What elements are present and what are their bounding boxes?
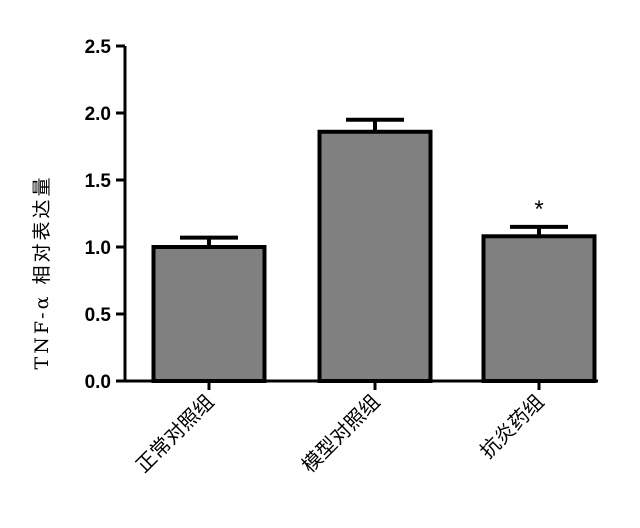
y-tick-label: 0.0	[85, 372, 111, 393]
y-tick-label: 0.5	[85, 305, 112, 326]
significance-marker: *	[534, 196, 543, 223]
y-tick-label: 2.5	[85, 37, 112, 58]
bars	[151, 117, 597, 383]
y-tick-label: 1.0	[85, 238, 111, 259]
bar	[317, 129, 433, 383]
y-axis-title: TNF-α 相对表达量	[31, 175, 53, 370]
category-label: 正常对照组	[131, 390, 219, 478]
category-label: 模型对照组	[297, 390, 385, 478]
y-tick-label: 2.0	[85, 104, 111, 125]
bar	[151, 245, 267, 383]
bar	[481, 234, 597, 383]
category-label: 抗炎药组	[475, 390, 549, 464]
y-tick-label: 1.5	[85, 171, 112, 192]
